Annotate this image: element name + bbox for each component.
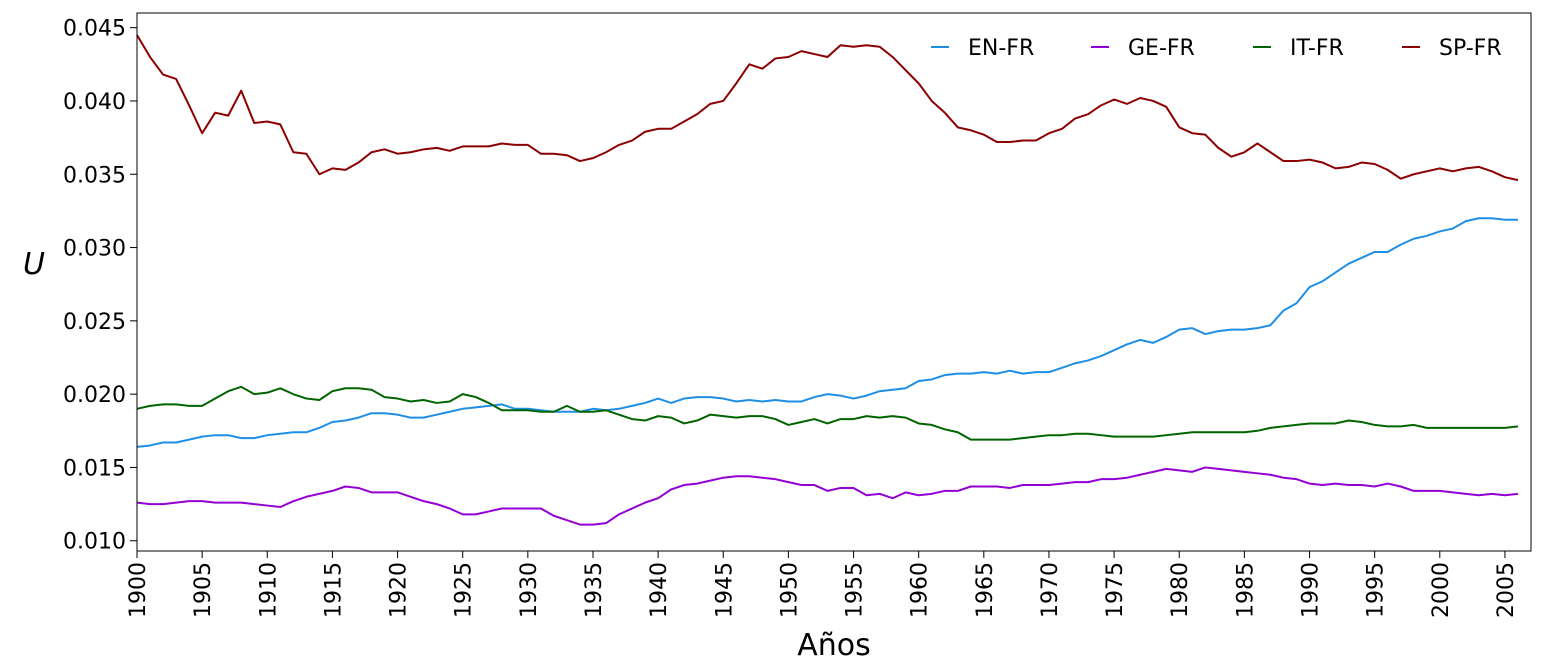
series-line-sp-fr — [136, 34, 1519, 182]
x-axis-label: Años — [797, 628, 871, 663]
series-line-en-fr — [136, 217, 1518, 448]
y-tick-label: 0.040 — [63, 90, 126, 115]
x-tick-label: 1985 — [1233, 562, 1258, 618]
y-tick-label: 0.030 — [63, 237, 126, 262]
series-line-ge-fr — [136, 466, 1519, 526]
x-tick-label: 1935 — [582, 562, 607, 618]
y-axis: 0.010 0.015 0.020 0.025 0.030 0.035 0.040 0.045 — [63, 17, 137, 555]
x-tick-label: 1940 — [647, 562, 672, 618]
y-tick-label: 0.025 — [63, 310, 126, 335]
x-axis: 1900 1905 1910 1915 1920 1925 1930 1935 1940 1945… — [126, 551, 1519, 618]
x-tick-label: 1910 — [256, 562, 281, 618]
x-tick-label: 1900 — [126, 562, 151, 618]
x-tick-label: 1955 — [843, 562, 868, 618]
y-tick-label: 0.015 — [63, 456, 126, 481]
y-tick-label: 0.045 — [63, 17, 126, 42]
plot-area-frame — [136, 12, 1532, 552]
y-tick-label: 0.020 — [63, 383, 126, 408]
legend: EN-FR GE-FR IT-FR SP-FR — [931, 36, 1502, 61]
legend-label-it-fr: IT-FR — [1290, 36, 1344, 61]
y-tick-label: 0.035 — [63, 163, 126, 188]
x-tick-label: 1925 — [452, 562, 477, 618]
legend-label-sp-fr: SP-FR — [1439, 36, 1502, 61]
x-tick-label: 1970 — [1038, 562, 1063, 618]
y-axis-label: U — [23, 247, 45, 282]
x-tick-label: 1980 — [1168, 562, 1193, 618]
legend-label-ge-fr: GE-FR — [1128, 36, 1195, 61]
x-tick-label: 1975 — [1103, 562, 1128, 618]
x-tick-label: 1920 — [387, 562, 412, 618]
x-tick-label: 2000 — [1429, 562, 1454, 618]
y-tick-label: 0.010 — [63, 530, 126, 555]
series-lines — [136, 34, 1519, 526]
x-tick-label: 1995 — [1364, 562, 1389, 618]
x-tick-label: 1905 — [191, 562, 216, 618]
legend-label-en-fr: EN-FR — [968, 36, 1034, 61]
x-tick-label: 2005 — [1494, 562, 1519, 618]
x-tick-label: 1960 — [908, 562, 933, 618]
x-tick-label: 1915 — [321, 562, 346, 618]
series-line-it-fr — [136, 385, 1519, 441]
x-tick-label: 1965 — [973, 562, 998, 618]
x-tick-label: 1945 — [712, 562, 737, 618]
x-tick-label: 1930 — [517, 562, 542, 618]
x-tick-label: 1990 — [1299, 562, 1324, 618]
x-tick-label: 1950 — [777, 562, 802, 618]
